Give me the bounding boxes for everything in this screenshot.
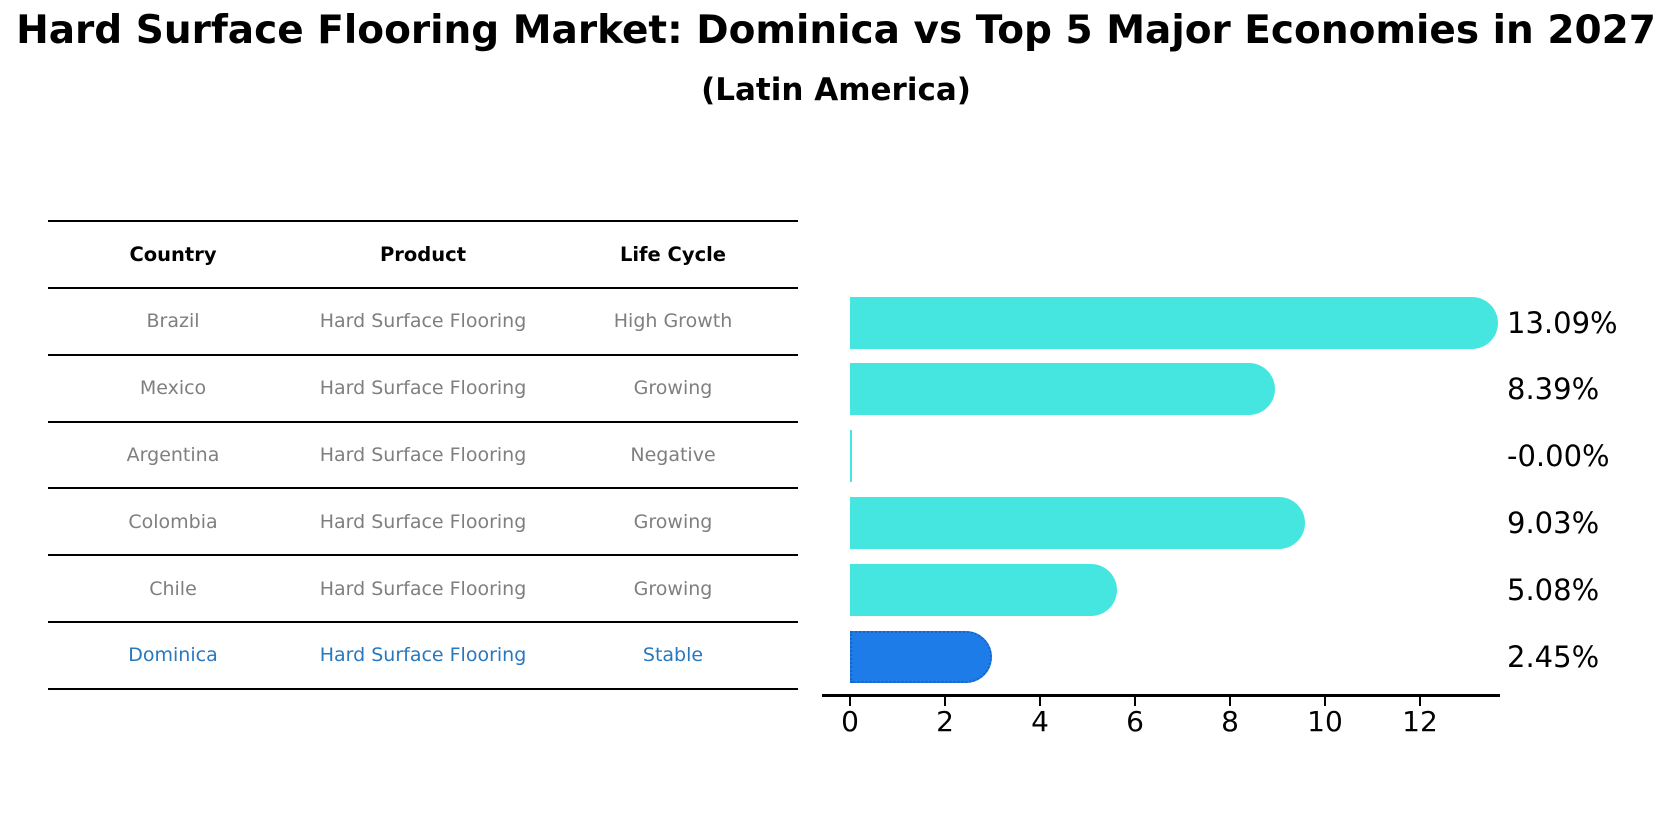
table-row-mexico: Mexico Hard Surface Flooring Growing [48,356,798,423]
header-cell-life-cycle: Life Cycle [619,243,727,266]
x-tick-8 [1229,697,1231,706]
x-tick-2 [944,697,946,706]
cell-country: Mexico [139,377,207,400]
x-axis-line [822,694,1500,697]
value-label-argentina: -0.00% [1507,439,1610,474]
value-label-dominica: 2.45% [1507,639,1600,674]
cell-life-cycle: Growing [633,377,713,400]
header-cell-product: Product [379,243,467,266]
cell-life-cycle: Stable [642,644,704,667]
x-tick-label-10: 10 [1307,705,1343,738]
x-tick-label-2: 2 [936,705,954,738]
table-row-colombia: Colombia Hard Surface Flooring Growing [48,489,798,557]
x-tick-label-8: 8 [1221,705,1239,738]
cell-product: Hard Surface Flooring [319,310,527,333]
chart-title: Hard Surface Flooring Market: Dominica v… [16,8,1656,53]
bar-argentina [850,430,852,483]
bar-colombia [850,496,1305,549]
x-tick-0 [849,697,851,706]
cell-product: Hard Surface Flooring [319,443,527,466]
cell-life-cycle: Growing [633,577,713,600]
cell-product: Hard Surface Flooring [319,644,527,667]
header-cell-country: Country [129,243,217,266]
table-header-row: Country Product Life Cycle [48,222,798,287]
table-row-brazil: Brazil Hard Surface Flooring High Growth [48,289,798,356]
value-label-colombia: 9.03% [1507,505,1600,540]
cell-life-cycle: Negative [630,443,716,466]
cell-product: Hard Surface Flooring [319,510,527,533]
chart-subtitle: (Latin America) [701,72,971,108]
x-tick-label-12: 12 [1402,705,1438,738]
cell-country: Dominica [128,644,218,667]
cell-product: Hard Surface Flooring [319,377,527,400]
table-row-chile: Chile Hard Surface Flooring Growing [48,556,798,623]
x-tick-12 [1419,697,1421,706]
bar-dominica [850,630,993,683]
table-rows: Brazil Hard Surface Flooring High Growth Me… [48,287,798,690]
cell-product: Hard Surface Flooring [319,577,527,600]
value-label-mexico: 8.39% [1507,372,1600,407]
cell-country: Argentina [126,443,220,466]
cell-life-cycle: High Growth [613,310,733,333]
cell-country: Colombia [128,510,218,533]
table-row-dominica: Dominica Hard Surface Flooring Stable [48,623,798,690]
bar-chile [850,563,1118,616]
cell-country: Chile [149,577,197,600]
table-top-rule [48,220,798,222]
bar-brazil [850,296,1498,349]
x-tick-4 [1039,697,1041,706]
x-tick-10 [1324,697,1326,706]
value-label-chile: 5.08% [1507,572,1600,607]
table-row-argentina: Argentina Hard Surface Flooring Negative [48,423,798,490]
bar-mexico [850,363,1275,416]
cell-life-cycle: Growing [633,510,713,533]
x-tick-label-0: 0 [841,705,859,738]
value-label-brazil: 13.09% [1507,305,1618,340]
cell-country: Brazil [146,310,200,333]
x-tick-label-6: 6 [1126,705,1144,738]
x-tick-6 [1134,697,1136,706]
x-tick-label-4: 4 [1031,705,1049,738]
